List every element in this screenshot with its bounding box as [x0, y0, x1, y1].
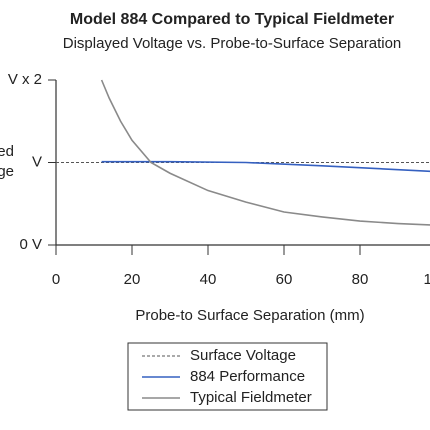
y-tick-label: 0 V: [19, 236, 42, 253]
legend-box: [127, 342, 328, 411]
chart-title: Model 884 Compared to Typical Fieldmeter: [70, 11, 394, 28]
x-axis-label: Probe-to Surface Separation (mm): [135, 307, 364, 324]
x-tick-label: 40: [200, 271, 217, 288]
x-tick-label: 20: [124, 271, 141, 288]
chart-subtitle: Displayed Voltage vs. Probe-to-Surface S…: [63, 35, 402, 52]
y-axis-label: Displayed: [0, 143, 14, 160]
legend-label: Typical Fieldmeter: [190, 389, 312, 406]
y-tick-label: V: [32, 153, 42, 170]
series-line: [100, 79, 430, 226]
y-tick-label: V x 2: [8, 71, 42, 88]
x-tick-label: 100: [423, 271, 430, 288]
legend-label: Surface Voltage: [190, 347, 296, 364]
series-line: [101, 160, 430, 173]
x-tick-label: 0: [52, 271, 60, 288]
legend-label: 884 Performance: [190, 368, 305, 385]
x-tick-label: 80: [352, 271, 369, 288]
y-axis-label: Voltage: [0, 163, 14, 180]
x-tick-label: 60: [276, 271, 293, 288]
